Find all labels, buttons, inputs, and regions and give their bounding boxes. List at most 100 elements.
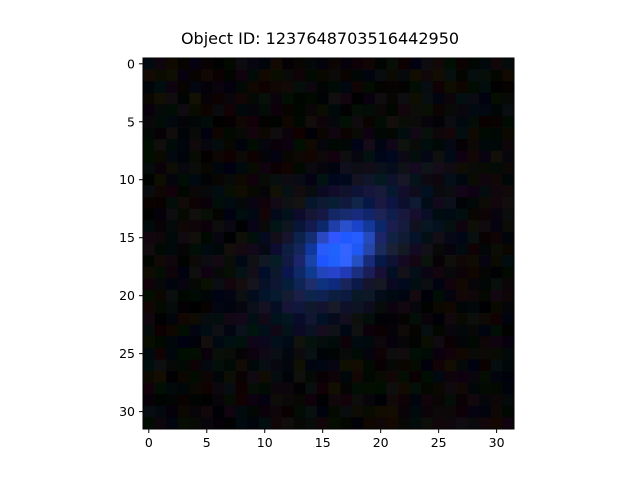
image-pixel — [386, 162, 399, 175]
image-pixel — [177, 220, 190, 233]
image-pixel — [154, 220, 167, 233]
image-pixel — [316, 81, 329, 94]
image-pixel — [177, 359, 190, 372]
image-pixel — [479, 162, 492, 175]
image-pixel — [154, 289, 167, 302]
image-pixel — [316, 289, 329, 302]
image-pixel — [456, 313, 468, 326]
image-pixel — [502, 255, 515, 268]
image-pixel — [200, 185, 213, 198]
image-pixel — [363, 58, 376, 70]
image-pixel — [316, 69, 329, 82]
image-pixel — [189, 162, 202, 175]
image-pixel — [340, 69, 353, 82]
image-pixel — [386, 104, 399, 117]
image-pixel — [235, 162, 248, 175]
image-pixel — [200, 313, 213, 326]
image-pixel — [316, 336, 329, 349]
image-pixel — [270, 173, 283, 186]
image-pixel — [432, 347, 445, 360]
image-pixel — [363, 347, 376, 360]
image-pixel — [166, 220, 179, 233]
image-pixel — [258, 266, 271, 279]
image-pixel — [456, 208, 468, 221]
image-pixel — [386, 231, 399, 244]
image-pixel — [166, 58, 179, 70]
image-pixel — [398, 115, 411, 128]
image-pixel — [235, 336, 248, 349]
image-pixel — [444, 69, 457, 82]
image-pixel — [421, 394, 434, 407]
image-pixel — [351, 139, 364, 152]
image-pixel — [293, 115, 306, 128]
image-pixel — [316, 104, 329, 117]
image-pixel — [386, 289, 399, 302]
image-pixel — [166, 405, 179, 418]
image-pixel — [328, 162, 341, 175]
image-pixel — [189, 301, 202, 314]
image-pixel — [479, 313, 492, 326]
image-pixel — [479, 405, 492, 418]
image-pixel — [502, 81, 515, 94]
image-pixel — [409, 139, 422, 152]
image-pixel — [328, 197, 341, 210]
image-pixel — [235, 139, 248, 152]
image-pixel — [432, 371, 445, 383]
image-pixel — [235, 289, 248, 302]
image-pixel — [479, 301, 492, 314]
image-pixel — [444, 405, 457, 418]
image-pixel — [467, 139, 480, 152]
image-pixel — [502, 405, 515, 418]
x-tick-label: 5 — [203, 435, 211, 450]
image-pixel — [456, 394, 468, 407]
image-pixel — [490, 405, 503, 418]
image-pixel — [490, 231, 503, 244]
image-pixel — [467, 266, 480, 279]
image-pixel — [212, 139, 225, 152]
image-pixel — [374, 347, 387, 360]
image-pixel — [282, 185, 295, 198]
image-pixel — [490, 185, 503, 198]
image-pixel — [409, 150, 422, 163]
image-pixel — [421, 359, 434, 372]
image-pixel — [467, 313, 480, 326]
image-pixel — [154, 104, 167, 117]
image-pixel — [351, 347, 364, 360]
image-pixel — [200, 150, 213, 163]
image-pixel — [200, 266, 213, 279]
image-pixel — [421, 173, 434, 186]
image-pixel — [316, 185, 329, 198]
image-pixel — [398, 405, 411, 418]
image-pixel — [456, 185, 468, 198]
image-pixel — [374, 266, 387, 279]
image-pixel — [502, 231, 515, 244]
image-pixel — [351, 220, 364, 233]
image-pixel — [351, 127, 364, 140]
image-pixel — [421, 104, 434, 117]
image-pixel — [467, 197, 480, 210]
image-pixel — [224, 324, 237, 337]
image-pixel — [177, 382, 190, 395]
image-pixel — [200, 324, 213, 337]
image-pixel — [456, 266, 468, 279]
image-pixel — [189, 359, 202, 372]
image-pixel — [456, 405, 468, 418]
image-pixel — [502, 162, 515, 175]
image-pixel — [479, 220, 492, 233]
image-pixel — [177, 324, 190, 337]
image-pixel — [328, 324, 341, 337]
image-pixel — [224, 266, 237, 279]
image-pixel — [374, 382, 387, 395]
image-pixel — [316, 58, 329, 70]
image-pixel — [282, 92, 295, 105]
image-pixel — [247, 336, 260, 349]
image-pixel — [177, 301, 190, 314]
image-pixel — [374, 324, 387, 337]
image-pixel — [270, 324, 283, 337]
image-pixel — [247, 220, 260, 233]
image-pixel — [351, 336, 364, 349]
image-pixel — [258, 197, 271, 210]
image-pixel — [328, 231, 341, 244]
image-pixel — [421, 58, 434, 70]
